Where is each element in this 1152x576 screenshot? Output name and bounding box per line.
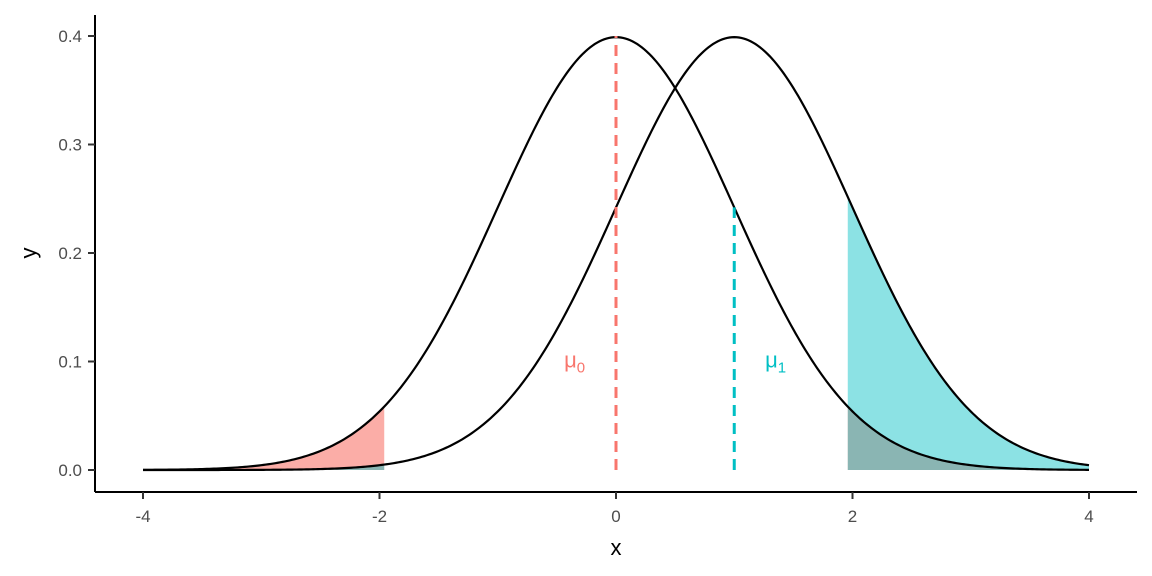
x-tick-label: 4 [1084, 507, 1093, 526]
y-tick-label: 0.1 [58, 353, 82, 372]
shaded-region-3 [847, 196, 1089, 470]
y-tick-label: 0.4 [58, 27, 82, 46]
x-tick-label: -4 [135, 507, 150, 526]
y-tick-label: 0.0 [58, 461, 82, 480]
shaded-region-0 [143, 406, 385, 470]
y-tick-label: 0.3 [58, 136, 82, 155]
y-tick-label: 0.2 [58, 244, 82, 263]
mean-annotations: μ0 μ1 [564, 348, 786, 377]
shaded-regions [143, 196, 1089, 470]
x-axis-title: x [611, 535, 622, 560]
mean-label-0: μ0 [564, 348, 585, 377]
shaded-region-2 [143, 464, 385, 470]
ticks: -4 -2 0 2 4 0.0 0.1 0.2 0.3 0.4 [58, 27, 1093, 526]
x-tick-label: 0 [611, 507, 620, 526]
mean-lines [614, 36, 736, 470]
y-axis-title: y [16, 248, 41, 259]
shaded-region-1 [847, 406, 1089, 470]
x-tick-label: 2 [848, 507, 857, 526]
mean-label-1: μ1 [765, 348, 786, 377]
x-tick-label: -2 [372, 507, 387, 526]
